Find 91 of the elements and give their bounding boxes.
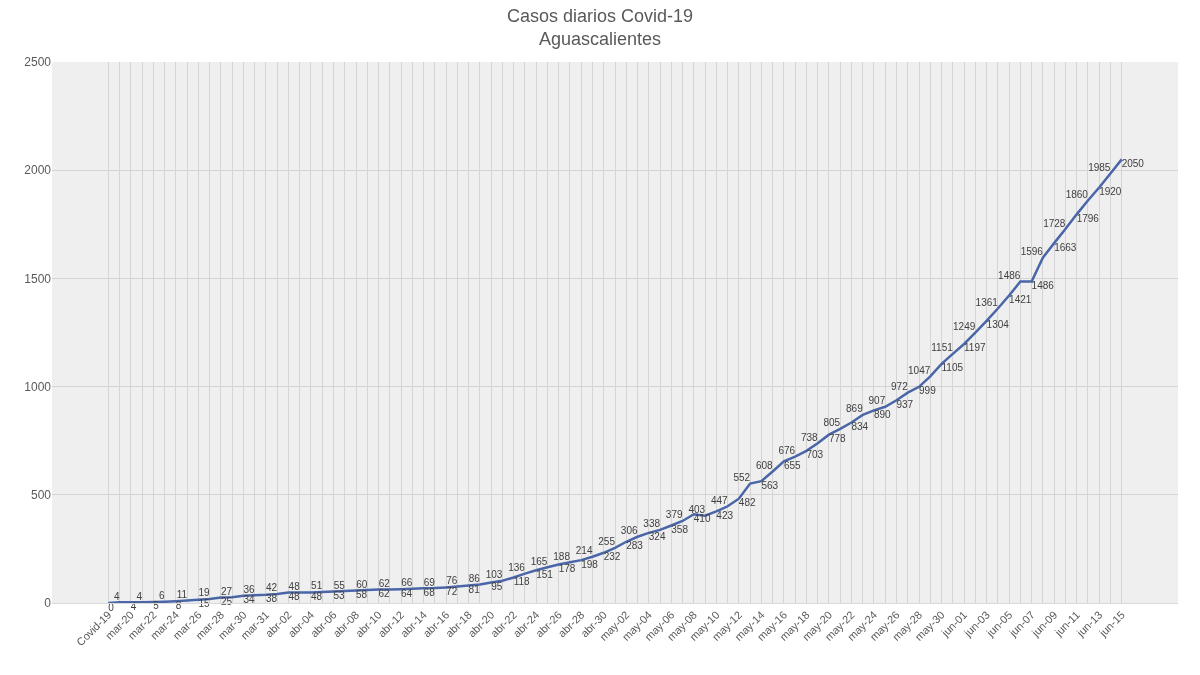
data-label: 738 — [800, 431, 819, 443]
data-label: 34 — [243, 594, 255, 606]
data-label: 55 — [333, 579, 346, 591]
data-label: 62 — [378, 578, 391, 590]
data-label: 379 — [665, 509, 683, 521]
data-label: 1361 — [975, 296, 999, 308]
data-label: 890 — [873, 408, 892, 420]
data-label: 937 — [896, 398, 914, 410]
data-label: 11 — [176, 589, 188, 601]
data-label: 48 — [288, 581, 301, 593]
data-label: 255 — [598, 536, 616, 548]
data-label: 42 — [266, 582, 278, 594]
data-label: 1985 — [1088, 161, 1111, 173]
data-label: 178 — [558, 562, 576, 574]
data-label: 188 — [553, 550, 571, 562]
data-label: 1151 — [931, 342, 954, 354]
data-label: 999 — [919, 385, 937, 397]
data-label: 676 — [778, 445, 796, 457]
data-label: 151 — [536, 568, 554, 580]
data-label: 358 — [671, 524, 689, 536]
y-tick-label: 1000 — [24, 379, 52, 394]
data-label: 447 — [710, 494, 729, 506]
data-label: 72 — [446, 585, 458, 597]
data-label: 198 — [581, 558, 599, 570]
y-tick-label: 2500 — [24, 55, 52, 70]
data-label: 62 — [378, 588, 391, 600]
data-label: 1047 — [908, 364, 931, 376]
data-label: 118 — [513, 575, 531, 587]
data-label: 1728 — [1043, 217, 1066, 229]
data-label: 81 — [468, 583, 481, 595]
data-label: 136 — [508, 562, 526, 574]
data-label: 1596 — [1020, 246, 1044, 258]
y-tick-label: 0 — [44, 596, 52, 611]
data-label: 1920 — [1099, 186, 1122, 198]
data-label: 655 — [783, 459, 802, 471]
data-label: 4 — [114, 590, 120, 602]
data-label: 1197 — [964, 342, 986, 354]
data-label: 907 — [868, 395, 886, 407]
data-label: 60 — [356, 578, 368, 590]
data-label: 834 — [851, 421, 869, 433]
data-label: 482 — [738, 497, 756, 509]
data-label: 703 — [806, 449, 824, 461]
data-label: 51 — [311, 580, 323, 592]
data-label: 869 — [846, 403, 864, 415]
data-label: 1860 — [1065, 189, 1089, 200]
chart-subtitle: Aguascalientes — [538, 29, 662, 49]
chart-title: Casos diarios Covid-19 — [506, 5, 694, 26]
data-label: 165 — [530, 555, 548, 567]
data-label: 76 — [446, 575, 458, 587]
data-label: 2050 — [1121, 157, 1145, 169]
data-label: 38 — [265, 593, 278, 605]
data-label: 232 — [603, 551, 621, 563]
data-label: 58 — [356, 588, 368, 600]
data-label: 86 — [468, 572, 481, 584]
data-label: 1663 — [1054, 241, 1077, 253]
data-label: 6 — [159, 590, 166, 602]
data-label: 283 — [626, 540, 644, 552]
data-label: 306 — [620, 525, 638, 537]
data-label: 1249 — [953, 321, 976, 333]
data-label: 19 — [198, 587, 211, 599]
y-tick-label: 500 — [30, 488, 52, 502]
y-tick-label: 2000 — [24, 163, 52, 178]
data-label: 103 — [485, 569, 503, 581]
data-label: 608 — [755, 459, 774, 471]
data-label: 338 — [643, 518, 661, 530]
data-label: 36 — [243, 583, 256, 595]
data-label: 27 — [221, 585, 233, 597]
data-label: 95 — [491, 580, 503, 592]
data-label: 805 — [823, 417, 841, 429]
data-label: 69 — [423, 576, 436, 588]
data-label: 324 — [648, 531, 666, 543]
data-label: 423 — [716, 509, 734, 521]
data-label: 64 — [401, 587, 413, 599]
data-label: 66 — [401, 577, 413, 589]
data-label: 563 — [761, 479, 779, 491]
data-label: 1105 — [941, 362, 964, 374]
data-label: 68 — [423, 586, 436, 598]
data-label: 972 — [891, 381, 909, 393]
data-label: 53 — [333, 590, 346, 602]
data-label: 48 — [288, 591, 301, 603]
data-label: 1421 — [1009, 294, 1032, 305]
data-label: 1486 — [998, 269, 1021, 281]
data-label: 1304 — [986, 319, 1010, 331]
y-tick-label: 1500 — [24, 271, 52, 286]
data-label: 4 — [136, 590, 143, 602]
data-label: 1486 — [1031, 279, 1055, 291]
data-label: 552 — [733, 472, 751, 484]
data-label: 778 — [828, 433, 847, 445]
data-label: 48 — [310, 591, 323, 603]
data-label: 1796 — [1076, 212, 1100, 224]
data-label: 214 — [575, 545, 593, 557]
